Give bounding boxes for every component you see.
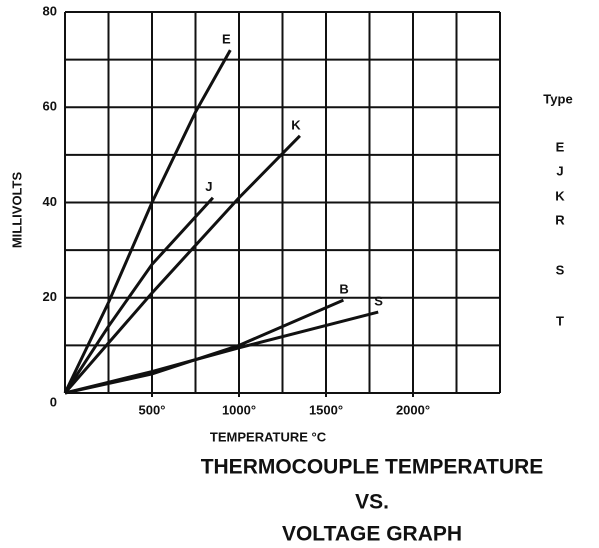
- x-tick-label: 500°: [139, 402, 166, 417]
- series-line: [63, 49, 232, 394]
- x-tick-label: 2000°: [396, 402, 430, 417]
- x-tick-label: 1500°: [309, 402, 343, 417]
- chart-title: VOLTAGE GRAPH: [282, 523, 462, 546]
- series-label: B: [339, 282, 348, 297]
- type-legend-title: Type: [543, 91, 572, 106]
- series-label: S: [374, 293, 383, 308]
- y-tick-label: 60: [43, 99, 57, 114]
- chart-title: THERMOCOUPLE TEMPERATURE: [201, 456, 544, 479]
- series-label: K: [291, 117, 301, 132]
- series-label: J: [205, 179, 212, 194]
- y-axis-label: MILLIVOLTS: [9, 172, 24, 249]
- series-line: [63, 196, 215, 394]
- y-tick-label: 40: [43, 194, 57, 209]
- type-legend-item: S: [556, 262, 565, 277]
- type-legend-item: J: [556, 163, 563, 178]
- y-tick-label: 80: [43, 3, 57, 18]
- series-line: [64, 310, 379, 395]
- type-legend-item: R: [555, 212, 565, 227]
- type-legend-item: K: [555, 188, 565, 203]
- type-legend-item: T: [556, 313, 564, 328]
- series-line: [63, 134, 301, 394]
- type-legend-item: E: [556, 139, 565, 154]
- series-label: E: [222, 32, 231, 47]
- x-axis-label: TEMPERATURE °C: [210, 429, 327, 444]
- x-tick-label: 1000°: [222, 402, 256, 417]
- y-tick-label: 20: [43, 289, 57, 304]
- chart-title: VS.: [355, 491, 389, 514]
- y-tick-label: 0: [50, 394, 57, 409]
